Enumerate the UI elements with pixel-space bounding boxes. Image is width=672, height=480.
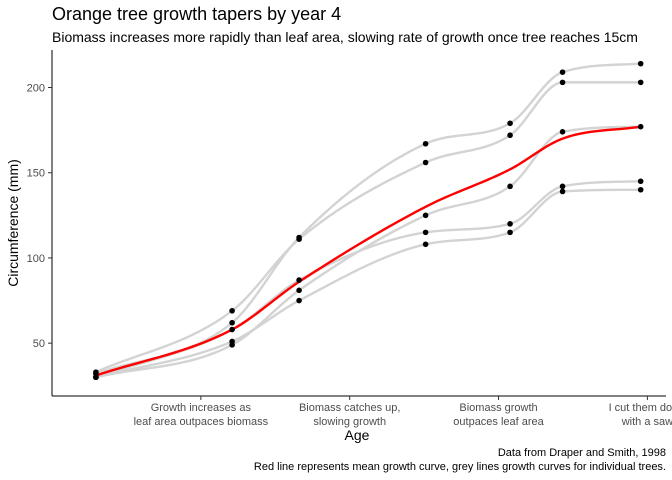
y-tick-label: 100 xyxy=(27,253,45,265)
y-tick-label: 200 xyxy=(27,82,45,94)
data-point xyxy=(229,342,235,348)
data-point xyxy=(637,60,644,67)
y-tick-label: 150 xyxy=(27,168,45,180)
caption-note: Red line represents mean growth curve, g… xyxy=(253,461,666,473)
data-point xyxy=(559,79,566,86)
data-point xyxy=(507,120,513,127)
data-point xyxy=(422,241,429,248)
caption-source: Data from Draper and Smith, 1998 xyxy=(497,447,666,459)
data-point xyxy=(229,326,235,333)
data-point xyxy=(559,188,566,195)
data-point xyxy=(559,183,566,190)
data-point xyxy=(559,69,566,75)
data-point xyxy=(637,178,644,185)
data-point xyxy=(296,287,302,294)
x-tick-label: I cut them downwith a saw xyxy=(609,402,672,428)
chart-title: Orange tree growth tapers by year 4 xyxy=(52,4,342,24)
x-axis-title: Age xyxy=(345,427,370,443)
data-point xyxy=(296,297,302,304)
data-point xyxy=(507,221,513,227)
tree-growth-line xyxy=(95,180,641,379)
tree-growth-line xyxy=(95,62,641,375)
data-point xyxy=(637,123,644,130)
data-point xyxy=(422,212,429,219)
x-tick-label: Biomass catches up, slowing growth xyxy=(299,402,401,428)
data-point xyxy=(507,132,513,139)
tree-growth-line xyxy=(95,81,641,374)
data-point xyxy=(507,183,513,190)
mean-growth-line xyxy=(95,125,641,377)
tree-growth-line xyxy=(95,125,641,379)
data-point xyxy=(296,234,302,241)
data-point xyxy=(296,277,302,283)
data-point xyxy=(229,307,235,314)
chart-subtitle: Biomass increases more rapidly than leaf… xyxy=(52,29,638,45)
data-point xyxy=(507,229,513,236)
data-point xyxy=(559,129,566,135)
tree-growth-line xyxy=(95,188,641,379)
data-point xyxy=(229,319,235,326)
x-tick-label: Growth increases as leaf area outpaces bi… xyxy=(134,402,269,428)
data-point xyxy=(422,140,429,147)
y-axis-title: Circumference (mm) xyxy=(5,159,21,287)
y-tick-label: 50 xyxy=(33,338,45,350)
data-point xyxy=(637,79,644,86)
data-point xyxy=(422,229,429,236)
x-tick-label: Biomass growth outpaces leaf area xyxy=(453,402,544,428)
data-point xyxy=(93,374,99,381)
data-point xyxy=(637,186,644,193)
data-point xyxy=(422,159,429,166)
